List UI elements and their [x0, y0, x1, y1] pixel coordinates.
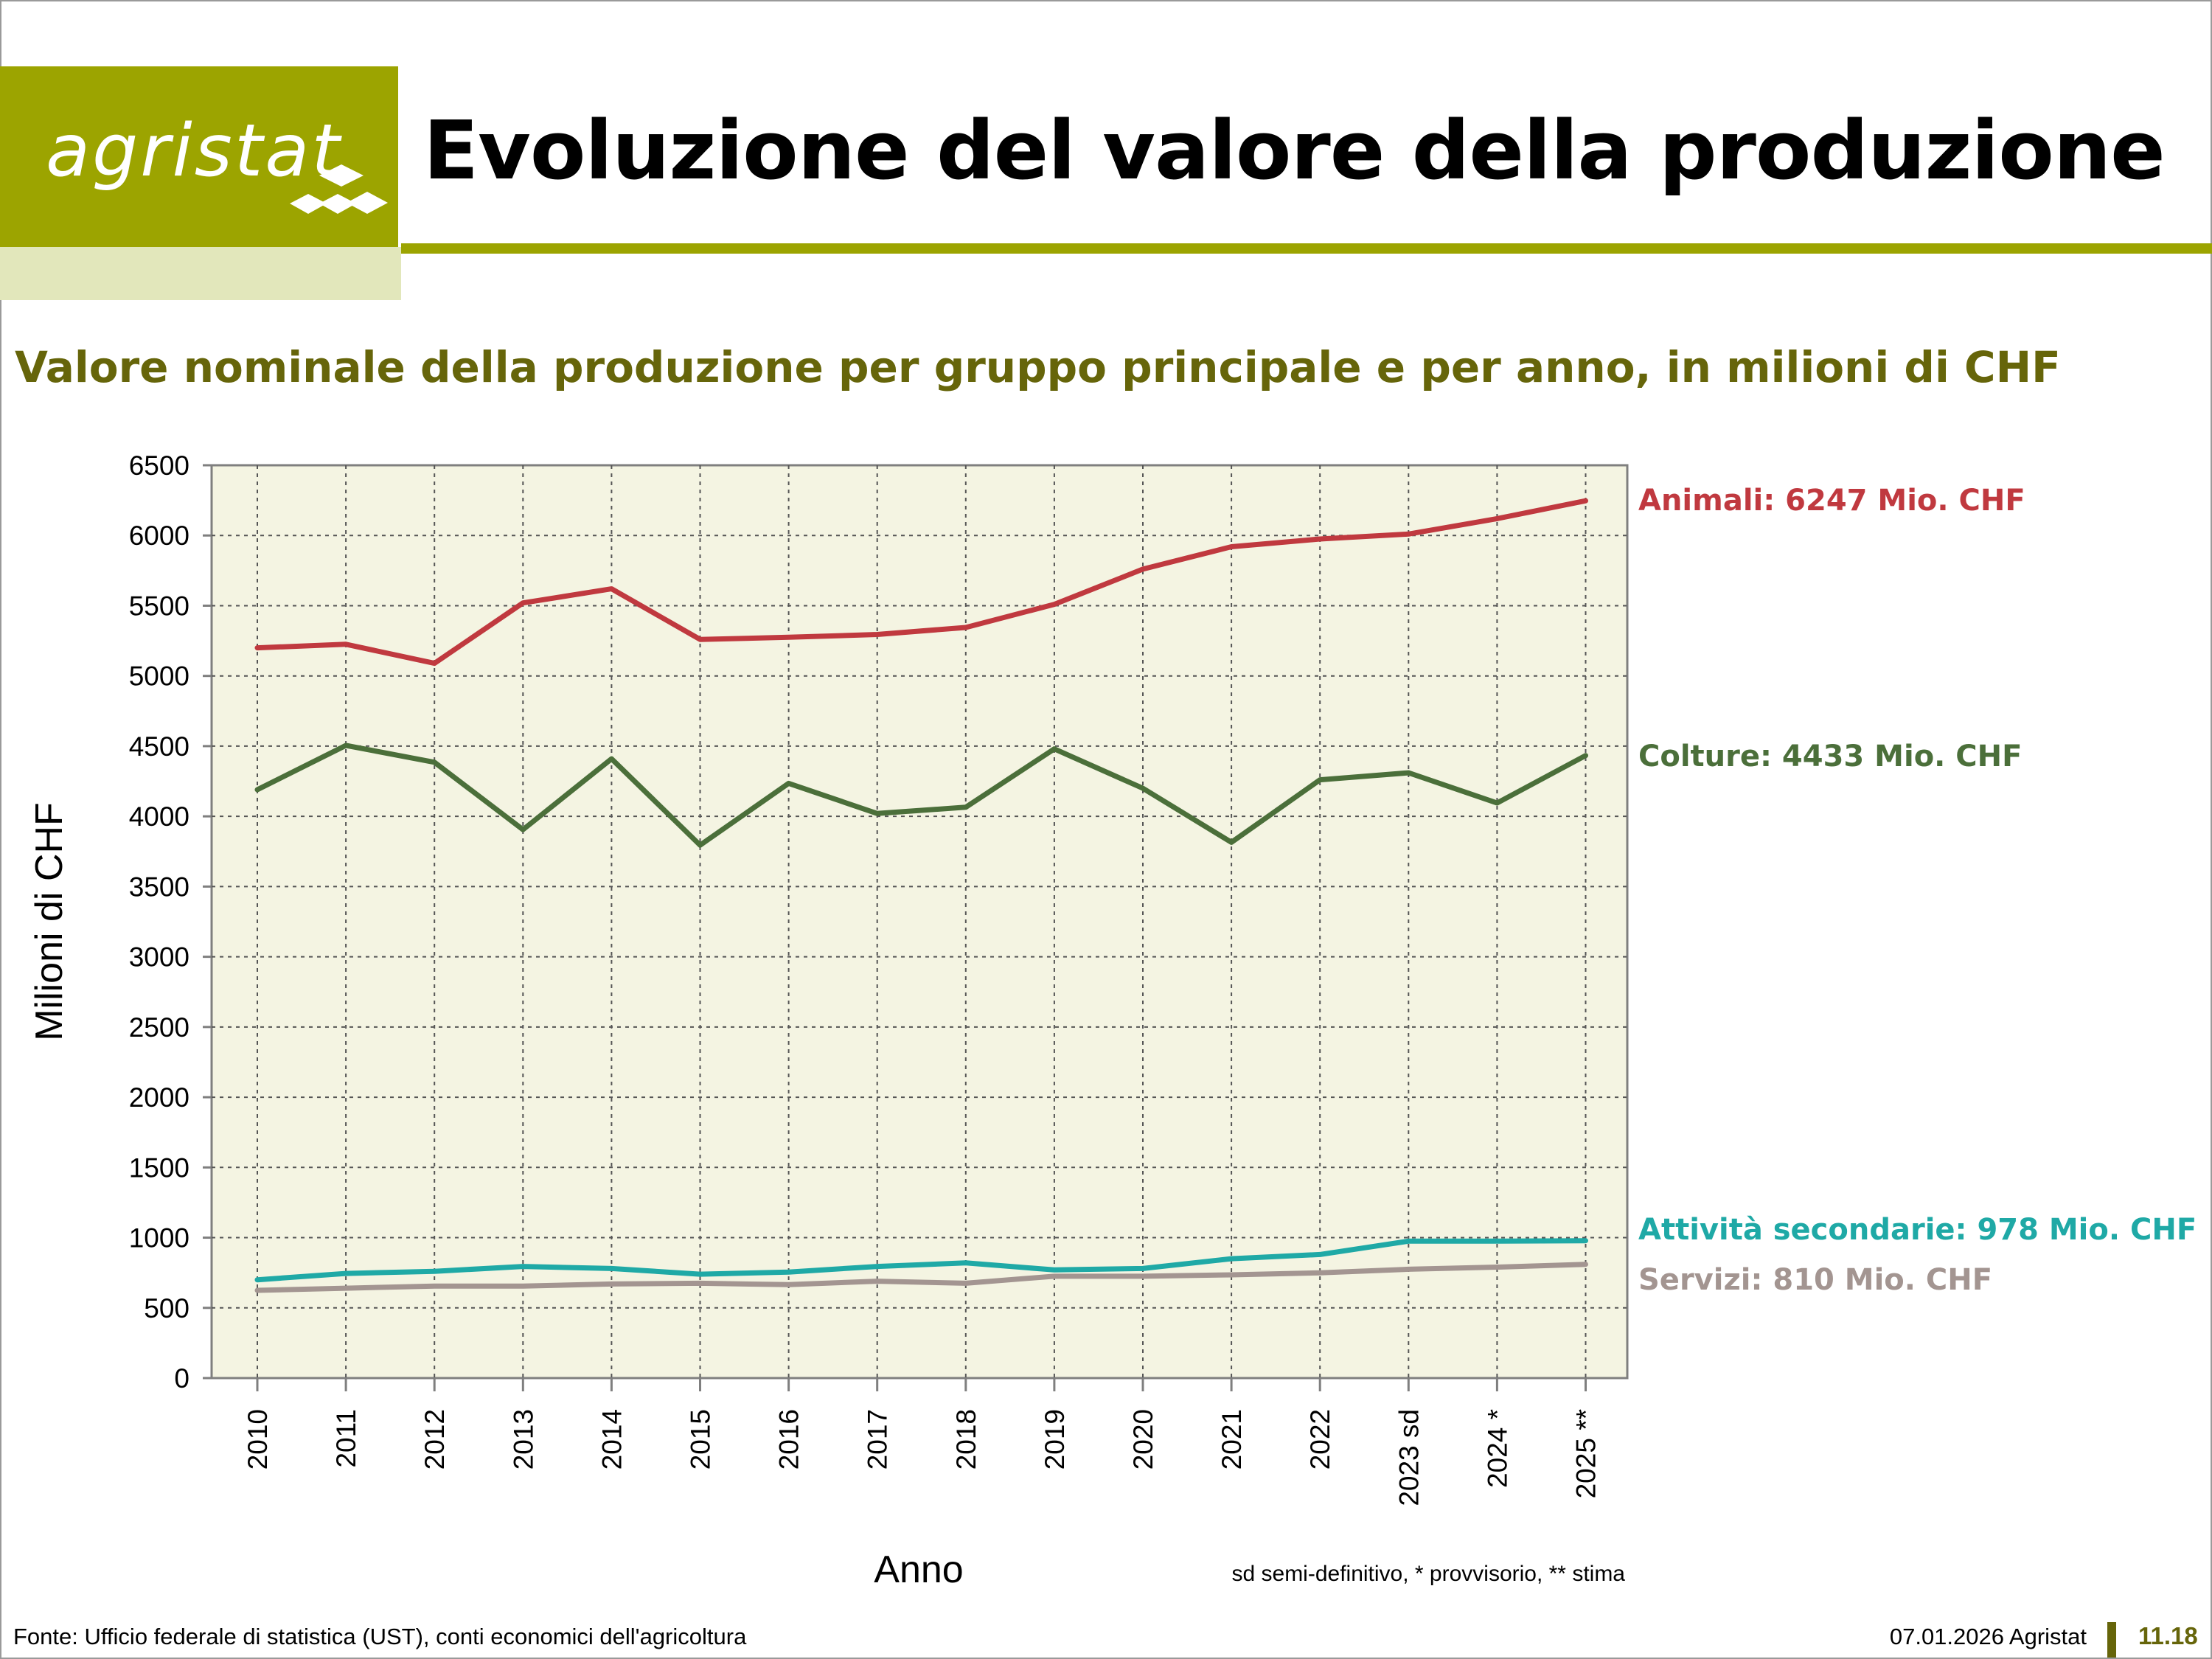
header-rule — [401, 243, 2212, 254]
x-tick-label: 2010 — [243, 1409, 273, 1470]
chart-note: sd semi-definitivo, * provvisorio, ** st… — [1231, 1562, 1625, 1586]
chart-subtitle: Valore nominale della produzione per gru… — [15, 342, 2061, 392]
series-label: Attività secondarie: 978 Mio. CHF — [1638, 1213, 2197, 1247]
y-tick-label: 2500 — [129, 1012, 189, 1043]
series-line-animali — [254, 498, 1588, 667]
series-lines — [254, 498, 1588, 1293]
y-tick-label: 6000 — [129, 521, 189, 551]
y-tick-label: 4500 — [129, 731, 189, 762]
x-tick-label: 2015 — [686, 1409, 716, 1470]
y-tick-label: 1500 — [129, 1152, 189, 1183]
logo-text: agristat — [46, 109, 342, 193]
y-axis-title: Milioni di CHF — [28, 802, 71, 1041]
x-tick-label: 2022 — [1305, 1409, 1335, 1470]
y-axis: 0 500 1000 1500 2000 2500 3000 3500 4000 4500 5000… — [129, 451, 212, 1394]
plot-area — [210, 464, 1629, 1380]
x-tick-label: 2014 — [597, 1409, 627, 1470]
series-label: Colture: 4433 Mio. CHF — [1638, 740, 2022, 773]
x-gridlines — [257, 465, 1587, 1378]
x-tick-label: 2021 — [1217, 1409, 1247, 1470]
y-tick-label: 3500 — [129, 872, 189, 902]
series-labels: Animali: 6247 Mio. CHF Colture: 4433 Mio.… — [1638, 484, 2197, 1297]
series-label: Animali: 6247 Mio. CHF — [1638, 484, 2025, 518]
y-tick-label: 500 — [144, 1293, 189, 1324]
x-tick-label: 2012 — [420, 1409, 450, 1470]
x-tick-label: 2023 sd — [1394, 1409, 1424, 1506]
y-tick-label: 5000 — [129, 661, 189, 692]
y-gridlines — [212, 535, 1627, 1309]
x-tick-label: 2013 — [508, 1409, 538, 1470]
page-title: Evoluzione del valore della produzione — [423, 103, 2166, 198]
y-tick-label: 4000 — [129, 801, 189, 832]
agristat-logo — [0, 66, 398, 247]
series-line-colture — [254, 742, 1588, 848]
x-tick-label: 2025 ** — [1571, 1409, 1601, 1498]
y-tick-label: 0 — [174, 1363, 189, 1394]
logo-diamond-icon — [290, 164, 388, 214]
x-tick-label: 2020 — [1128, 1409, 1158, 1470]
series-line-attivit-secondarie — [254, 1238, 1588, 1283]
page-number: 11.18 — [2138, 1622, 2198, 1649]
x-tick-label: 2011 — [331, 1409, 361, 1468]
logo-underlay — [0, 247, 401, 300]
footer-source: Fonte: Ufficio federale di statistica (U… — [13, 1624, 747, 1649]
y-tick-label: 5500 — [129, 591, 189, 621]
series-line-servizi — [254, 1262, 1588, 1293]
x-tick-label: 2018 — [951, 1409, 981, 1470]
series-label: Servizi: 810 Mio. CHF — [1638, 1263, 1992, 1297]
y-tick-label: 3000 — [129, 942, 189, 973]
y-tick-label: 6500 — [129, 451, 189, 481]
footer-date: 07.01.2026 Agristat — [1889, 1624, 2087, 1649]
y-tick-label: 1000 — [129, 1223, 189, 1253]
x-axis: 2010 2011 2012 2013 2014 2015 2016 2017 2018 2019… — [243, 1378, 1601, 1506]
x-tick-label: 2019 — [1040, 1409, 1070, 1470]
footer-divider — [2107, 1622, 2116, 1658]
x-tick-label: 2017 — [863, 1409, 893, 1470]
x-tick-label: 2024 * — [1482, 1409, 1512, 1488]
y-tick-label: 2000 — [129, 1082, 189, 1113]
x-tick-label: 2016 — [774, 1409, 804, 1470]
x-axis-title: Anno — [874, 1548, 963, 1591]
